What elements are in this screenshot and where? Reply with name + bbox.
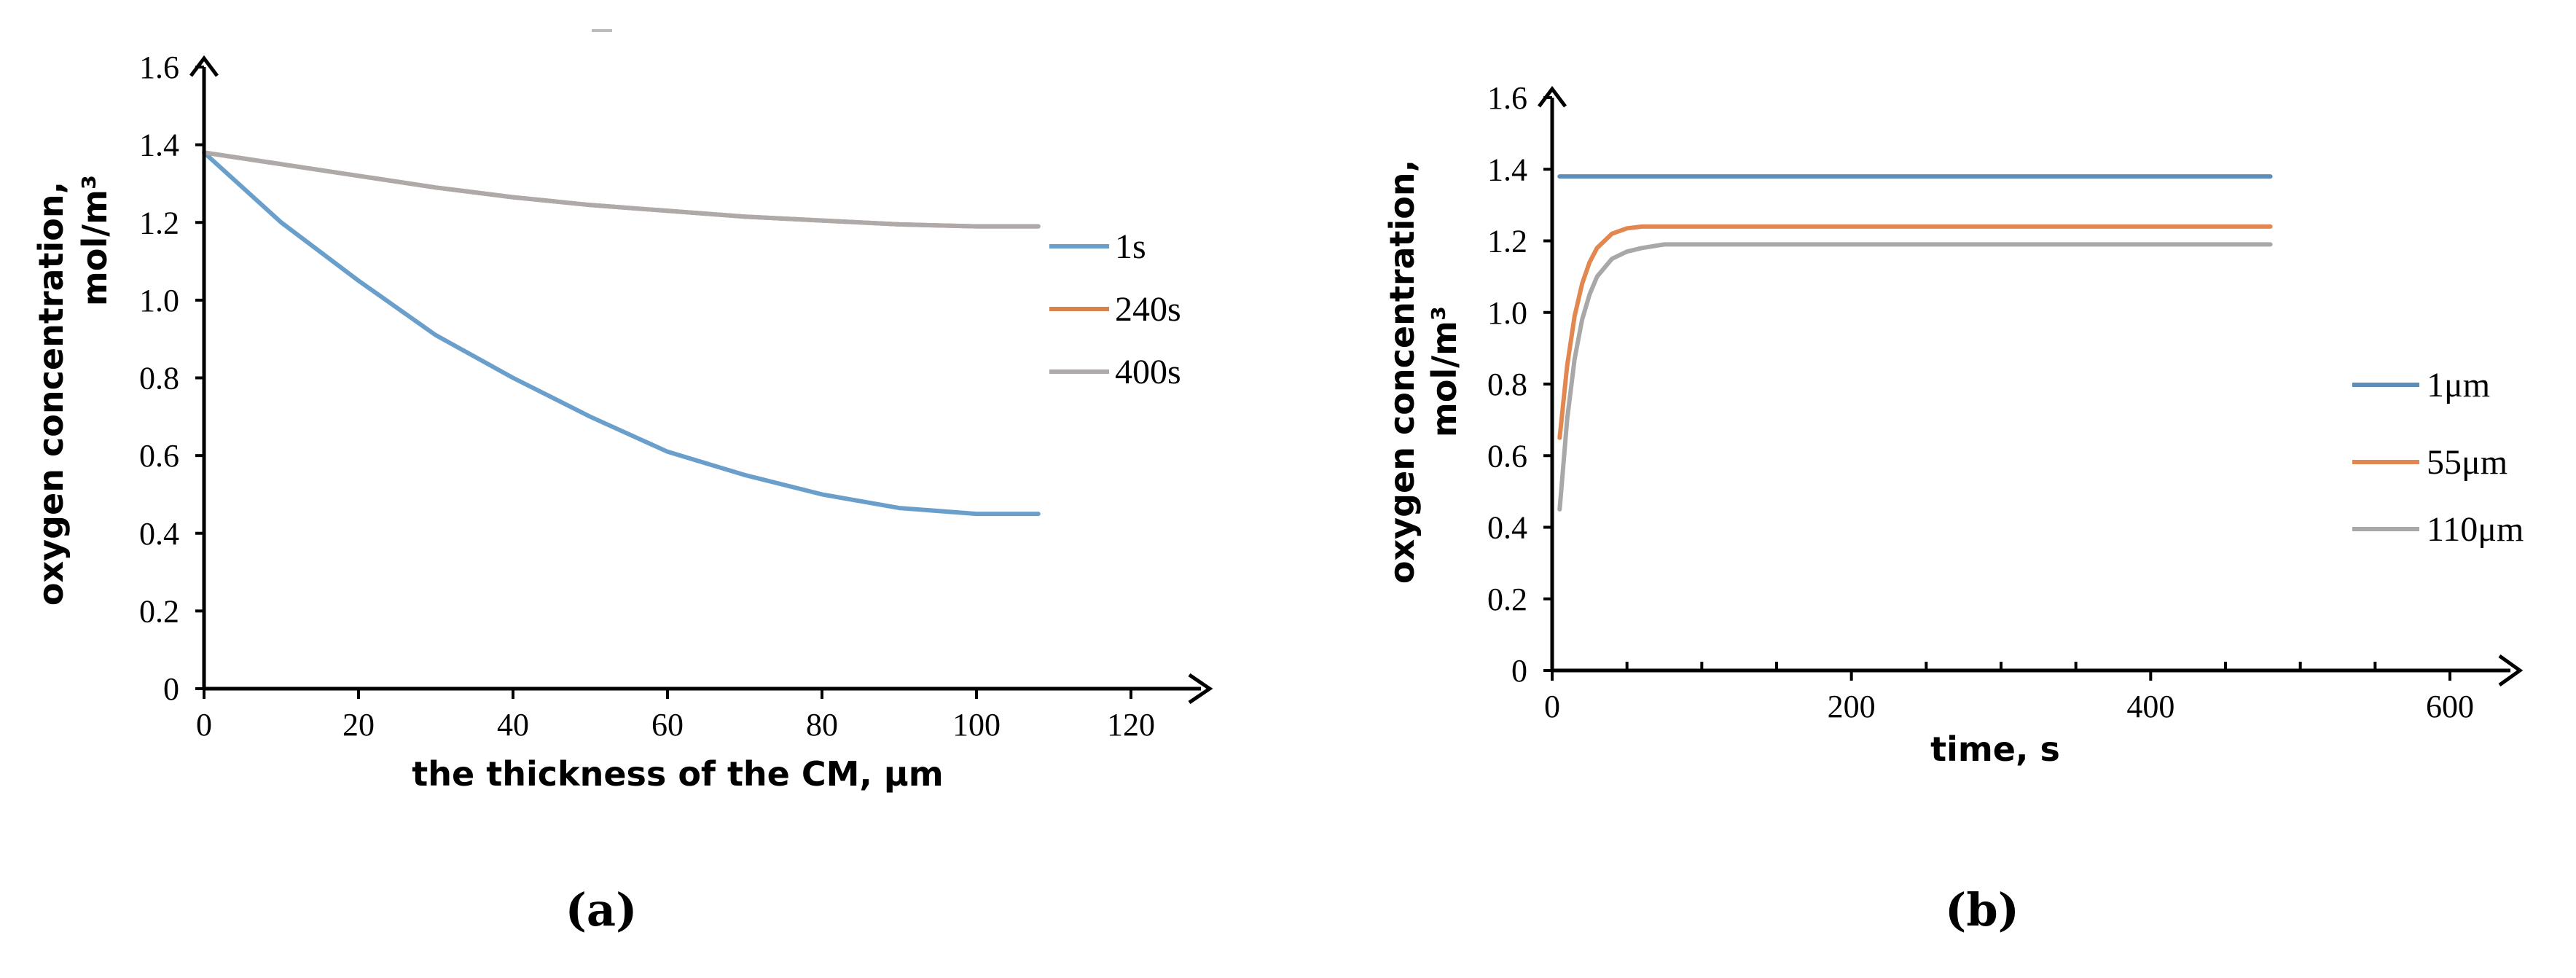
panel-b-y-axis-arrow (1538, 85, 1567, 108)
panel-a-x-tick-label: 120 (1107, 707, 1155, 743)
panel-a-series-line-400s (202, 150, 1041, 229)
panel-a-y-tick-label: 0.8 (139, 361, 179, 396)
panel-a-legend-label-1s: 1s (1115, 227, 1146, 266)
panel-b-y-axis-title-line1: oxygen concentration, (1382, 160, 1422, 584)
panel-b-series-line-110m (1557, 242, 2273, 512)
panel-a-x-tick-label: 20 (342, 707, 375, 743)
panel-a-x-tick-label: 40 (497, 707, 529, 743)
panel-b-legend-label-55um: 55μm (2427, 443, 2508, 482)
panel-b-series-line-55m (1557, 224, 2273, 440)
panel-a-y-axis-arrow (189, 55, 219, 77)
panel-b-x-axis-title: time, s (1930, 729, 2060, 769)
panel-a-chart: 0 20 40 60 80 100 120 0 0.2 0.4 0.6 0.8 1.0 1.2 1.4 1.… (31, 50, 1213, 936)
panel-b-y-tick-label: 0.6 (1487, 438, 1527, 474)
panel-b-y-axis-title-line2: mol/m³ (1425, 306, 1464, 437)
panel-b-y-tick-label: 1.4 (1487, 152, 1527, 187)
panel-b-minor-ticks (1625, 662, 2377, 670)
panel-a-y-ticks: 0 0.2 0.4 0.6 0.8 1.0 1.2 1.4 1.6 (139, 50, 204, 707)
panel-a-y-tick-label: 0.4 (139, 516, 179, 552)
panel-a-y-tick-label: 0.2 (139, 593, 179, 629)
panel-b-legend: 1μm 55μm 110μm (2352, 366, 2524, 549)
panel-a-y-tick-label: 1.6 (139, 50, 179, 85)
panel-a-x-tick-label: 100 (952, 707, 1001, 743)
panel-a-series-line-1s (202, 150, 1041, 517)
panel-a-x-tick-label: 60 (651, 707, 684, 743)
panel-b-x-tick-label: 400 (2126, 689, 2174, 724)
panel-b-y-tick-label: 0 (1511, 653, 1527, 689)
panel-b-series (1557, 174, 2273, 512)
panel-b-y-tick-label: 0.8 (1487, 367, 1527, 402)
panel-a-x-axis-arrow (1188, 673, 1213, 705)
panel-a-x-tick-label: 80 (806, 707, 838, 743)
panel-b-x-axis-arrow (2498, 654, 2524, 687)
panel-a-y-tick-label: 1.0 (139, 283, 179, 318)
panel-b-x-ticks: 0 200 400 600 (1544, 670, 2474, 724)
panel-a-y-axis-title-line2: mol/m³ (75, 175, 114, 306)
panel-b-y-tick-label: 1.0 (1487, 295, 1527, 331)
panel-a-y-tick-label: 0 (163, 671, 179, 707)
panel-b-x-tick-label: 200 (1828, 689, 1876, 724)
panel-a-x-tick-label: 0 (196, 707, 212, 743)
panel-a-y-axis-title-line1: oxygen concentration, (31, 181, 71, 606)
panel-b-y-tick-label: 1.2 (1487, 224, 1527, 259)
panel-a-x-axis-title: the thickness of the CM, µm (412, 754, 943, 794)
panel-a-y-tick-label: 0.6 (139, 438, 179, 474)
panel-b-caption: (b) (1945, 883, 2019, 936)
panel-b-x-tick-label: 0 (1544, 689, 1560, 724)
panel-b-legend-label-110um: 110μm (2427, 510, 2524, 549)
panel-a-x-ticks: 0 20 40 60 80 100 120 (196, 689, 1155, 743)
panel-a-caption: (a) (565, 883, 638, 936)
panel-a-y-tick-label: 1.2 (139, 205, 179, 240)
panel-b-chart: 0 200 400 600 0 0.2 0.4 0.6 0.8 1.0 1.2 1.4 1.6 tim… (1382, 80, 2524, 936)
panel-b-y-ticks: 0 0.2 0.4 0.6 0.8 1.0 1.2 1.4 1.6 (1487, 80, 1552, 689)
panel-a-legend-label-400s: 400s (1115, 353, 1181, 391)
panel-a-legend-label-240s: 240s (1115, 290, 1181, 329)
panel-b-y-tick-label: 0.2 (1487, 582, 1527, 617)
panel-b-y-tick-label: 1.6 (1487, 80, 1527, 116)
panel-a-y-tick-label: 1.4 (139, 128, 179, 163)
panel-b-x-tick-label: 600 (2426, 689, 2474, 724)
panel-a-legend: 1s 240s 400s (1049, 227, 1181, 391)
panel-b-legend-label-1um: 1μm (2427, 366, 2490, 404)
panel-b-y-tick-label: 0.4 (1487, 510, 1527, 546)
panel-a-series (202, 150, 1041, 517)
